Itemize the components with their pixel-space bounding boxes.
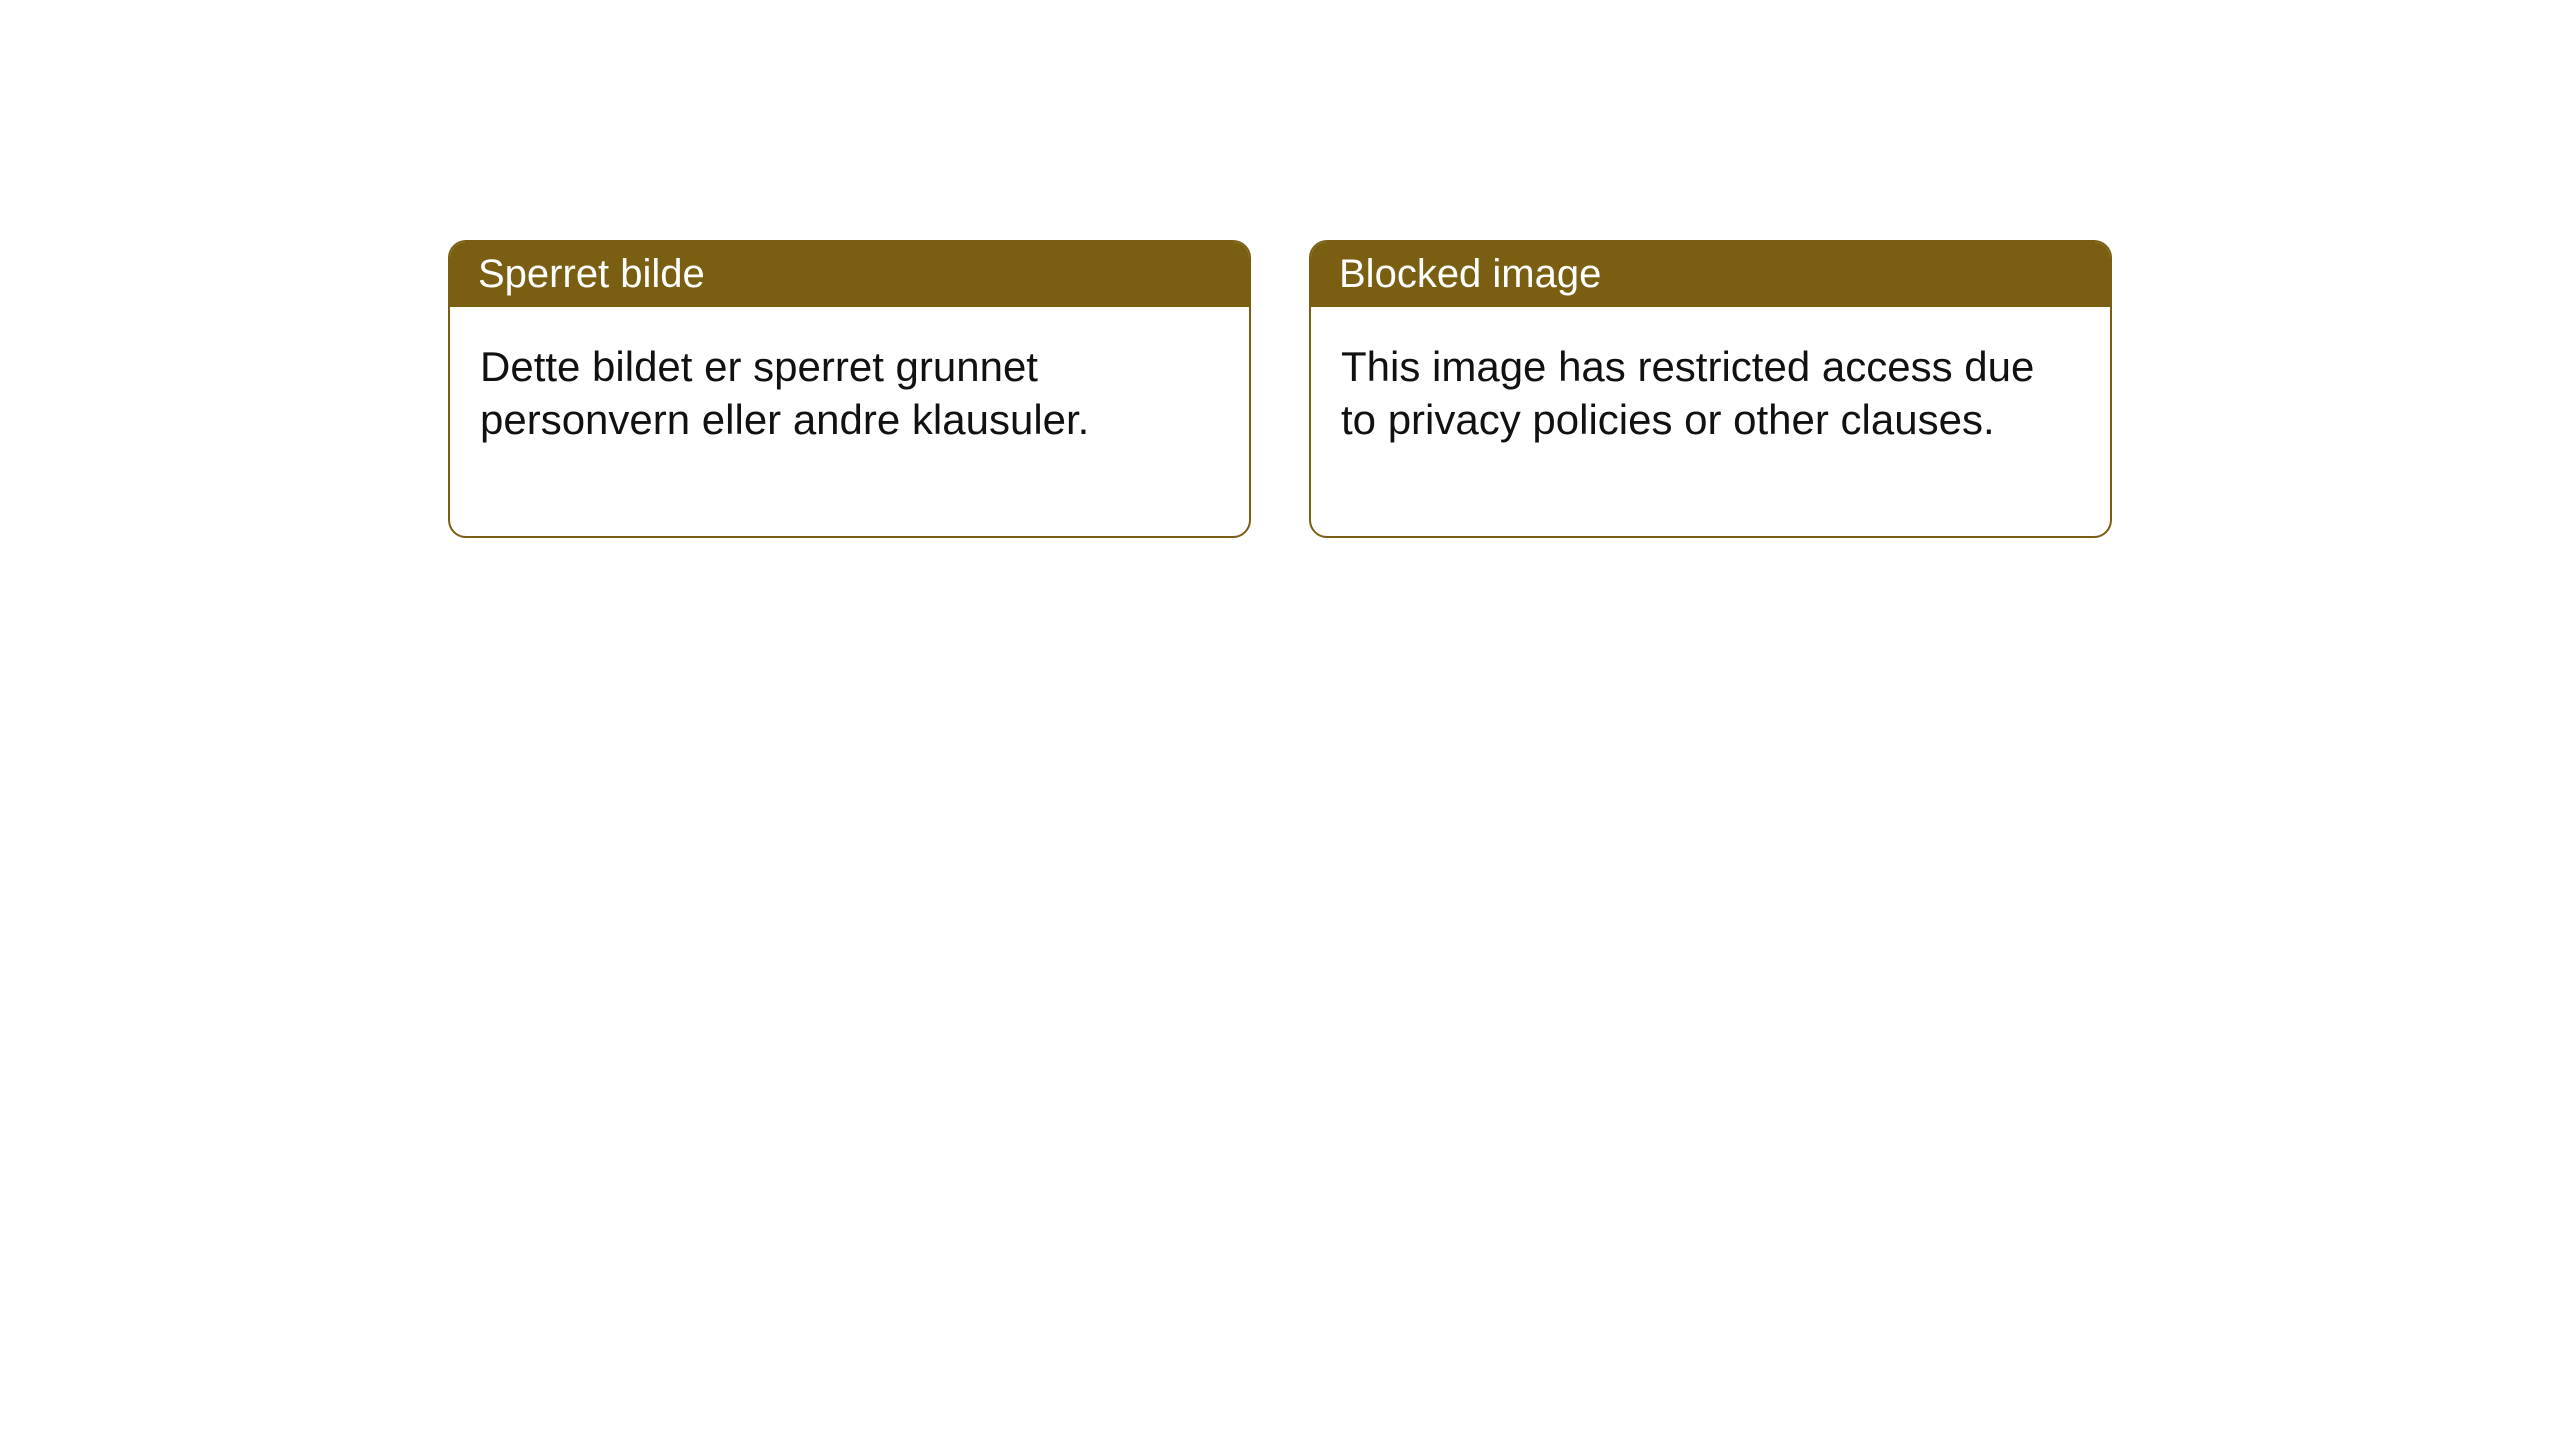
card-header: Blocked image xyxy=(1311,242,2110,307)
notice-container: Sperret bilde Dette bildet er sperret gr… xyxy=(448,240,2112,538)
notice-card-norwegian: Sperret bilde Dette bildet er sperret gr… xyxy=(448,240,1251,538)
card-title: Blocked image xyxy=(1339,252,1601,296)
notice-card-english: Blocked image This image has restricted … xyxy=(1309,240,2112,538)
card-body: Dette bildet er sperret grunnet personve… xyxy=(450,307,1249,536)
card-title: Sperret bilde xyxy=(478,252,705,296)
card-body: This image has restricted access due to … xyxy=(1311,307,2110,536)
card-body-text: Dette bildet er sperret grunnet personve… xyxy=(480,343,1089,443)
card-body-text: This image has restricted access due to … xyxy=(1341,343,2034,443)
card-header: Sperret bilde xyxy=(450,242,1249,307)
